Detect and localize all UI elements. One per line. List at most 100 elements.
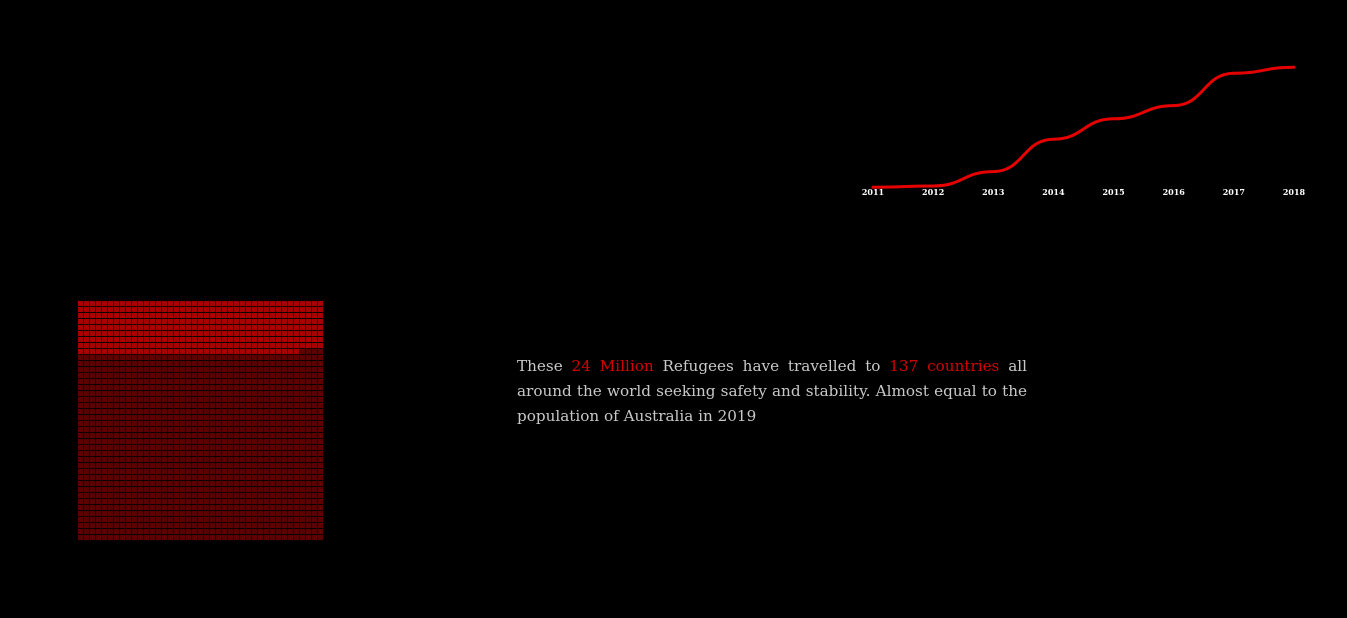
waffle-cell — [144, 529, 150, 535]
waffle-cell — [234, 409, 240, 415]
waffle-cell-highlight — [168, 313, 174, 319]
waffle-cell-highlight — [288, 343, 294, 349]
waffle-cell — [192, 529, 198, 535]
waffle-cell-highlight — [222, 331, 228, 337]
waffle-cell-highlight — [174, 307, 180, 313]
waffle-cell — [300, 415, 306, 421]
waffle-cell — [144, 415, 150, 421]
waffle-cell — [102, 433, 108, 439]
waffle-cell — [252, 475, 258, 481]
waffle-cell — [150, 409, 156, 415]
waffle-cell — [186, 475, 192, 481]
waffle-cell-highlight — [132, 325, 138, 331]
waffle-cell — [150, 505, 156, 511]
waffle-cell — [264, 505, 270, 511]
waffle-cell — [228, 427, 234, 433]
waffle-cell-highlight — [186, 319, 192, 325]
waffle-cell-highlight — [96, 343, 102, 349]
waffle-cell-highlight — [108, 307, 114, 313]
waffle-cell — [216, 421, 222, 427]
waffle-cell — [216, 391, 222, 397]
waffle-cell — [168, 397, 174, 403]
waffle-cell — [168, 469, 174, 475]
waffle-cell — [90, 379, 96, 385]
waffle-cell — [252, 517, 258, 523]
waffle-cell — [246, 499, 252, 505]
waffle-cell — [114, 457, 120, 463]
waffle-cell — [84, 361, 90, 367]
waffle-cell — [252, 451, 258, 457]
waffle-cell — [102, 367, 108, 373]
waffle-cell — [138, 457, 144, 463]
waffle-cell-highlight — [168, 307, 174, 313]
waffle-cell — [288, 409, 294, 415]
waffle-cell-highlight — [222, 319, 228, 325]
waffle-cell — [300, 499, 306, 505]
waffle-cell — [150, 481, 156, 487]
waffle-cell — [222, 487, 228, 493]
waffle-cell — [186, 493, 192, 499]
waffle-cell — [114, 505, 120, 511]
waffle-cell — [276, 475, 282, 481]
waffle-cell — [192, 487, 198, 493]
waffle-cell-highlight — [126, 349, 132, 355]
waffle-cell — [264, 433, 270, 439]
waffle-cell — [264, 487, 270, 493]
waffle-cell-highlight — [102, 349, 108, 355]
waffle-cell-highlight — [294, 337, 300, 343]
waffle-cell — [180, 415, 186, 421]
waffle-cell — [228, 373, 234, 379]
waffle-cell — [204, 397, 210, 403]
waffle-cell-highlight — [186, 313, 192, 319]
waffle-cell — [222, 367, 228, 373]
waffle-cell — [300, 391, 306, 397]
waffle-cell — [198, 499, 204, 505]
waffle-cell — [204, 505, 210, 511]
waffle-cell — [84, 481, 90, 487]
waffle-cell — [228, 505, 234, 511]
refugee-caption: These 24 Million Refugees have travelled… — [517, 354, 1027, 429]
waffle-cell — [288, 493, 294, 499]
waffle-cell — [300, 505, 306, 511]
waffle-cell — [156, 421, 162, 427]
waffle-cell — [138, 373, 144, 379]
waffle-cell-highlight — [246, 349, 252, 355]
waffle-cell — [306, 355, 312, 361]
waffle-cell — [78, 517, 84, 523]
waffle-cell-highlight — [210, 301, 216, 307]
waffle-cell — [144, 445, 150, 451]
waffle-cell — [90, 373, 96, 379]
waffle-cell — [264, 445, 270, 451]
waffle-cell-highlight — [96, 313, 102, 319]
waffle-cell — [156, 379, 162, 385]
waffle-cell — [144, 385, 150, 391]
waffle-cell — [102, 511, 108, 517]
waffle-cell — [102, 493, 108, 499]
waffle-cell — [168, 415, 174, 421]
waffle-cell-highlight — [312, 337, 318, 343]
waffle-cell — [198, 367, 204, 373]
waffle-cell — [138, 535, 144, 541]
waffle-cell-highlight — [108, 337, 114, 343]
waffle-cell — [288, 499, 294, 505]
waffle-cell — [264, 481, 270, 487]
waffle-cell — [294, 493, 300, 499]
waffle-cell — [234, 397, 240, 403]
waffle-cell — [96, 475, 102, 481]
waffle-cell-highlight — [228, 319, 234, 325]
waffle-cell-highlight — [216, 337, 222, 343]
waffle-cell — [270, 529, 276, 535]
waffle-cell — [138, 475, 144, 481]
waffle-cell — [126, 475, 132, 481]
waffle-cell — [108, 487, 114, 493]
waffle-cell — [144, 367, 150, 373]
waffle-cell — [174, 529, 180, 535]
waffle-cell-highlight — [210, 331, 216, 337]
waffle-cell-highlight — [180, 307, 186, 313]
waffle-cell — [120, 529, 126, 535]
waffle-cell — [228, 481, 234, 487]
waffle-cell-highlight — [204, 343, 210, 349]
waffle-cell — [150, 433, 156, 439]
waffle-cell — [216, 355, 222, 361]
waffle-cell — [210, 355, 216, 361]
